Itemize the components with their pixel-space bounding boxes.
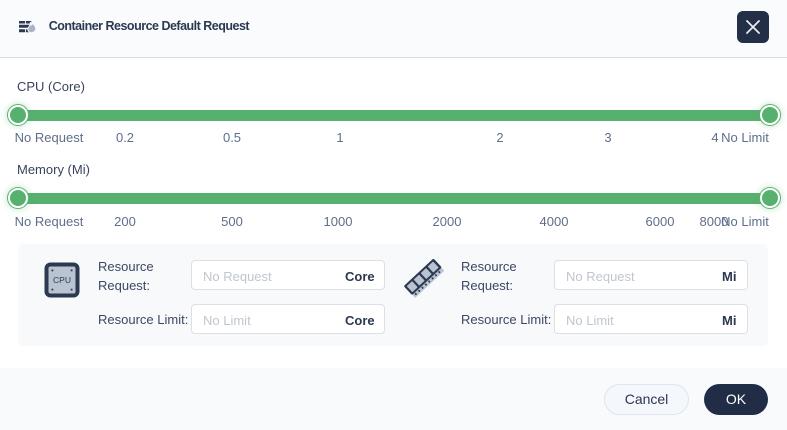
svg-text:CPU: CPU xyxy=(53,275,71,285)
